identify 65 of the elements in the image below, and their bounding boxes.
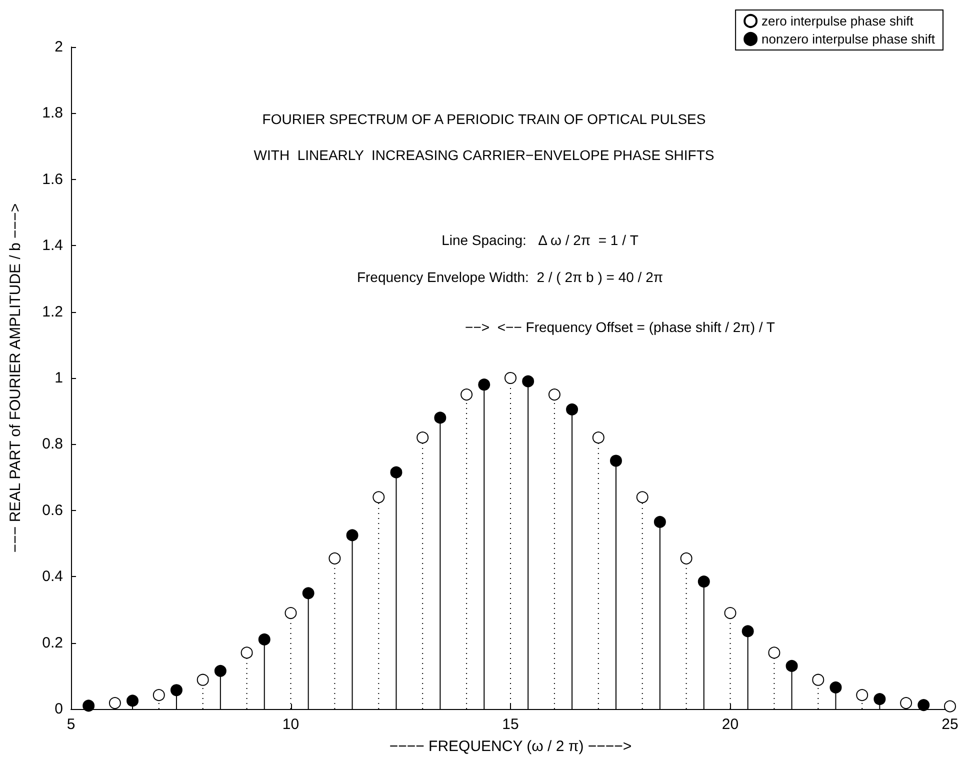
- text: WITH LINEARLY INCREASING CARRIER−ENVELOPE PHASE SHIFTS: [254, 147, 714, 163]
- y-tick-label: 1.2: [42, 303, 63, 320]
- point: [390, 466, 402, 478]
- point: [812, 674, 824, 686]
- point: [680, 552, 692, 564]
- y-tick-label: 2: [54, 38, 63, 56]
- y-tick-label: 1.6: [42, 170, 63, 188]
- point: [654, 516, 666, 528]
- x-tick-label: 10: [282, 716, 300, 733]
- point: [258, 633, 270, 646]
- point: [724, 607, 736, 620]
- point: [434, 412, 446, 424]
- x-tick-label: 5: [66, 716, 76, 733]
- point: [460, 388, 473, 401]
- point: [874, 693, 886, 706]
- y-tick-label: 1.4: [42, 237, 63, 254]
- y-tick-label: 1: [54, 370, 63, 386]
- point: [742, 625, 754, 638]
- point: [592, 432, 604, 444]
- y-tick-label: 0.8: [42, 436, 63, 453]
- x-tick-label: 20: [722, 716, 739, 733]
- point: [830, 681, 842, 694]
- point: [856, 689, 868, 702]
- point: [478, 378, 490, 391]
- point: [522, 375, 534, 388]
- point: [302, 587, 314, 600]
- legend-label: nonzero interpulse phase shift: [762, 32, 936, 46]
- y-tick-label: 0: [54, 700, 63, 718]
- point: [82, 700, 95, 712]
- point: [170, 684, 182, 696]
- point: [944, 700, 956, 712]
- point: [214, 664, 226, 677]
- point: [918, 699, 930, 712]
- point: [196, 674, 209, 686]
- point: [504, 372, 516, 384]
- y-tick-label: 0.6: [42, 502, 63, 519]
- point: [108, 697, 121, 710]
- point: [284, 607, 297, 620]
- point: [548, 388, 560, 401]
- point: [698, 576, 710, 588]
- point: [346, 529, 358, 542]
- x-axis-title: −−−− FREQUENCY (ω / 2 π) −−−−>: [389, 738, 632, 755]
- y-tick-label: 0.4: [42, 568, 63, 586]
- legend-label: zero interpulse phase shift: [762, 14, 914, 28]
- point: [900, 697, 912, 710]
- y-tick-label: 0.2: [42, 634, 63, 652]
- x-tick-label: 15: [502, 716, 519, 733]
- annotation: Frequency Envelope Width: 2 / ( 2π b ) = 40 / 2π: [356, 269, 664, 285]
- annotation: −−> <−− Frequency Offset = (phase shift / 2π) / T: [465, 319, 776, 335]
- point: [152, 689, 165, 702]
- text: FOURIER SPECTRUM OF A PERIODIC TRAIN OF OPTICAL PULSES: [262, 111, 706, 127]
- annotation: Line Spacing: Δ ω / 2π = 1 / T: [442, 232, 639, 248]
- point: [126, 694, 139, 707]
- y-tick-label: 1.8: [42, 104, 63, 122]
- y-axis-title: −−− REAL PART of FOURIER AMPLITUDE / b −−−>: [7, 203, 24, 553]
- point: [328, 552, 341, 564]
- x-tick-label: 25: [942, 716, 958, 733]
- point: [786, 660, 798, 672]
- point: [240, 646, 253, 659]
- point: [768, 646, 780, 659]
- point: [610, 454, 622, 467]
- point: [372, 491, 385, 504]
- point: [566, 403, 578, 416]
- point: [636, 491, 648, 504]
- point: [416, 432, 429, 444]
